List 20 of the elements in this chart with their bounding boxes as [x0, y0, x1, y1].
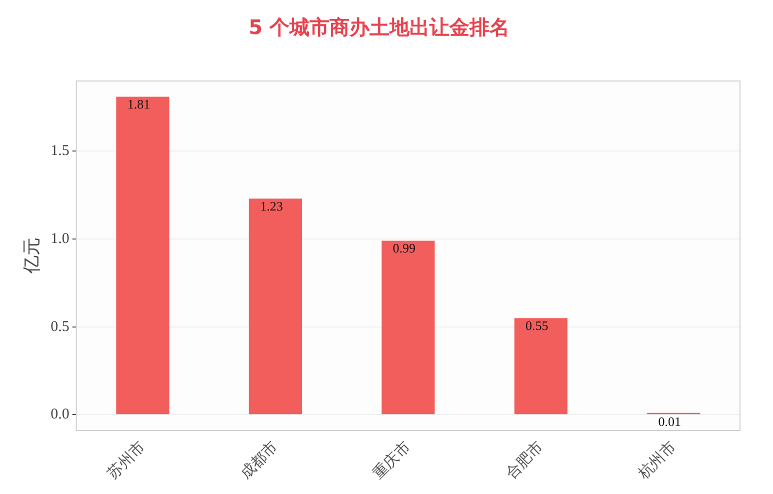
y-axis-title: 亿元 [21, 238, 42, 275]
chart-title: 5 个城市商办土地出让金排名 [248, 15, 510, 40]
bar [248, 198, 302, 414]
x-tick-label: 成都市 [236, 438, 282, 482]
data-label: 0.99 [392, 240, 416, 256]
y-tick-label: 0.5 [50, 318, 70, 335]
bar [514, 318, 568, 414]
data-label: 0.55 [526, 318, 548, 333]
bar [382, 240, 435, 414]
data-label: 0.01 [658, 414, 682, 430]
x-tick-label: 苏州市 [104, 438, 148, 482]
x-tick-label: 杭州市 [634, 438, 680, 483]
y-tick-label: 1.5 [50, 143, 70, 160]
y-tick-label: 0.0 [50, 406, 70, 423]
data-label: 1.23 [260, 198, 283, 214]
x-tick-label: 重庆市 [369, 438, 414, 482]
y-tick-label: 1.0 [50, 230, 70, 247]
data-label: 1.81 [127, 96, 150, 112]
bar [116, 96, 170, 414]
x-tick-label: 合肥市 [502, 438, 546, 482]
